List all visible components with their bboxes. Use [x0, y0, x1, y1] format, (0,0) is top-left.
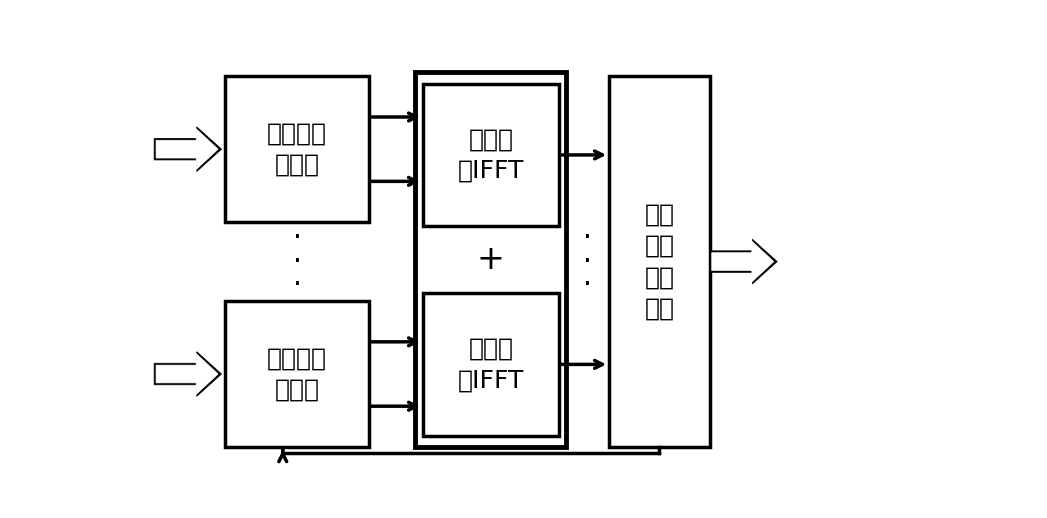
Text: 零填充
和IFFT: 零填充 和IFFT	[458, 337, 525, 392]
Text: +: +	[477, 243, 505, 276]
Polygon shape	[156, 354, 218, 394]
Text: 二维信号
映射器: 二维信号 映射器	[267, 121, 327, 177]
Bar	[416, 72, 566, 447]
Text: 零填充
和IFFT: 零填充 和IFFT	[458, 127, 525, 183]
Polygon shape	[156, 129, 218, 169]
Bar	[609, 76, 710, 447]
Polygon shape	[154, 352, 222, 396]
Polygon shape	[710, 239, 777, 284]
Text: ·
·
·: · · ·	[583, 224, 593, 299]
Bar	[225, 301, 369, 447]
Text: 三维信号
映射器: 三维信号 映射器	[267, 346, 327, 402]
Polygon shape	[712, 241, 774, 282]
Text: 峰均
功率
比比
较器: 峰均 功率 比比 较器	[644, 202, 674, 321]
Polygon shape	[154, 127, 222, 171]
Bar	[423, 293, 559, 436]
Bar	[423, 84, 559, 226]
Bar	[225, 76, 369, 222]
Text: ·
·
·: · · ·	[293, 224, 302, 299]
